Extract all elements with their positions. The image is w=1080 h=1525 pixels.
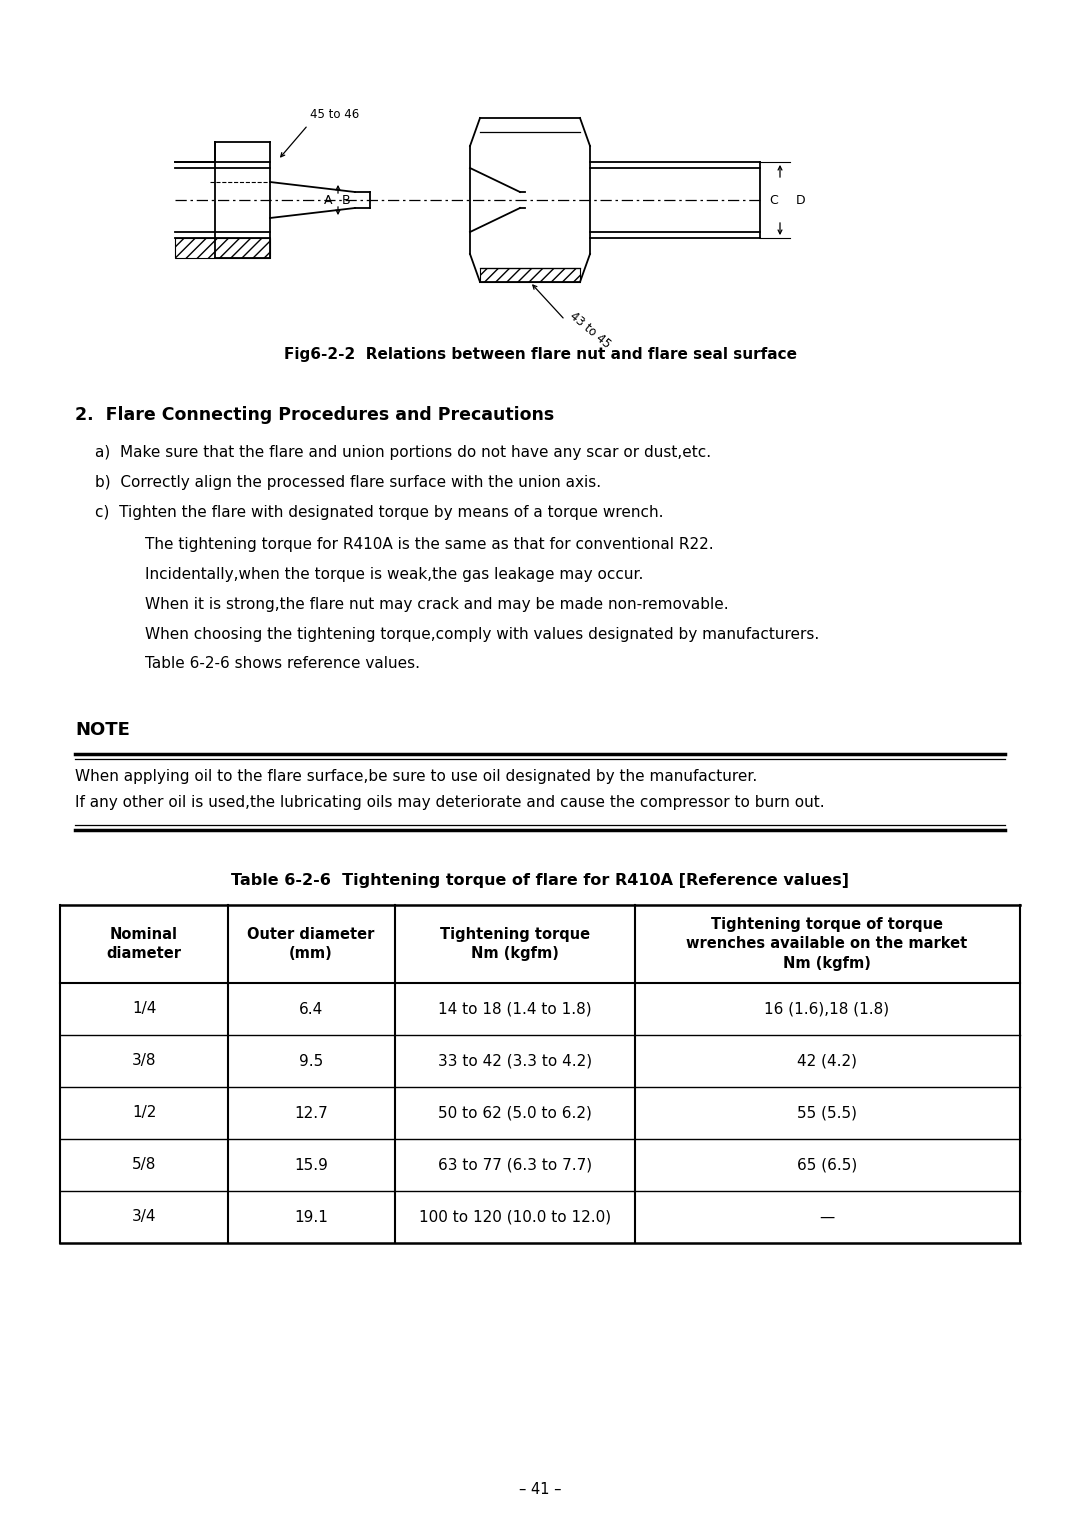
Text: Table 6-2-6 shows reference values.: Table 6-2-6 shows reference values. <box>145 656 420 671</box>
Text: 16 (1.6),18 (1.8): 16 (1.6),18 (1.8) <box>765 1002 890 1017</box>
Text: The tightening torque for R410A is the same as that for conventional R22.: The tightening torque for R410A is the s… <box>145 537 714 552</box>
Text: Tightening torque
Nm (kgfm): Tightening torque Nm (kgfm) <box>440 927 590 961</box>
Text: D: D <box>796 195 806 207</box>
Text: —: — <box>820 1209 835 1225</box>
Text: NOTE: NOTE <box>75 721 130 740</box>
Text: 5/8: 5/8 <box>132 1157 157 1173</box>
Text: When it is strong,the flare nut may crack and may be made non-removable.: When it is strong,the flare nut may crac… <box>145 596 729 612</box>
Text: 42 (4.2): 42 (4.2) <box>797 1054 858 1069</box>
Text: 55 (5.5): 55 (5.5) <box>797 1106 858 1121</box>
Text: b)  Correctly align the processed flare surface with the union axis.: b) Correctly align the processed flare s… <box>95 474 602 490</box>
Text: A: A <box>324 195 332 207</box>
Text: 33 to 42 (3.3 to 4.2): 33 to 42 (3.3 to 4.2) <box>437 1054 592 1069</box>
Text: c)  Tighten the flare with designated torque by means of a torque wrench.: c) Tighten the flare with designated tor… <box>95 505 663 520</box>
Text: 45 to 46: 45 to 46 <box>310 108 360 122</box>
Text: C: C <box>769 195 778 207</box>
Text: a)  Make sure that the flare and union portions do not have any scar or dust,etc: a) Make sure that the flare and union po… <box>95 444 711 459</box>
Text: Incidentally,when the torque is weak,the gas leakage may occur.: Incidentally,when the torque is weak,the… <box>145 566 644 581</box>
Polygon shape <box>480 268 580 282</box>
Text: Outer diameter
(mm): Outer diameter (mm) <box>247 927 375 961</box>
Text: 14 to 18 (1.4 to 1.8): 14 to 18 (1.4 to 1.8) <box>438 1002 592 1017</box>
Text: 43 to 45: 43 to 45 <box>567 310 613 351</box>
Text: 50 to 62 (5.0 to 6.2): 50 to 62 (5.0 to 6.2) <box>438 1106 592 1121</box>
Text: 100 to 120 (10.0 to 12.0): 100 to 120 (10.0 to 12.0) <box>419 1209 611 1225</box>
Text: B: B <box>342 195 351 207</box>
Text: If any other oil is used,the lubricating oils may deteriorate and cause the comp: If any other oil is used,the lubricating… <box>75 796 825 810</box>
Polygon shape <box>175 238 270 258</box>
Text: 6.4: 6.4 <box>299 1002 323 1017</box>
Text: 12.7: 12.7 <box>294 1106 328 1121</box>
Text: Tightening torque of torque
wrenches available on the market
Nm (kgfm): Tightening torque of torque wrenches ava… <box>687 917 968 971</box>
Text: 19.1: 19.1 <box>294 1209 328 1225</box>
Text: – 41 –: – 41 – <box>518 1482 562 1498</box>
Text: 9.5: 9.5 <box>299 1054 323 1069</box>
Text: 63 to 77 (6.3 to 7.7): 63 to 77 (6.3 to 7.7) <box>437 1157 592 1173</box>
Text: 2.  Flare Connecting Procedures and Precautions: 2. Flare Connecting Procedures and Preca… <box>75 406 554 424</box>
Text: 3/8: 3/8 <box>132 1054 157 1069</box>
Text: 65 (6.5): 65 (6.5) <box>797 1157 858 1173</box>
Text: Fig6-2-2  Relations between flare nut and flare seal surface: Fig6-2-2 Relations between flare nut and… <box>283 348 797 363</box>
Text: Table 6-2-6  Tightening torque of flare for R410A [Reference values]: Table 6-2-6 Tightening torque of flare f… <box>231 872 849 888</box>
Text: 1/2: 1/2 <box>132 1106 157 1121</box>
Text: 3/4: 3/4 <box>132 1209 157 1225</box>
Text: When applying oil to the flare surface,be sure to use oil designated by the manu: When applying oil to the flare surface,b… <box>75 770 757 784</box>
Text: Nominal
diameter: Nominal diameter <box>107 927 181 961</box>
Text: 15.9: 15.9 <box>294 1157 328 1173</box>
Text: When choosing the tightening torque,comply with values designated by manufacture: When choosing the tightening torque,comp… <box>145 627 820 642</box>
Text: 1/4: 1/4 <box>132 1002 157 1017</box>
